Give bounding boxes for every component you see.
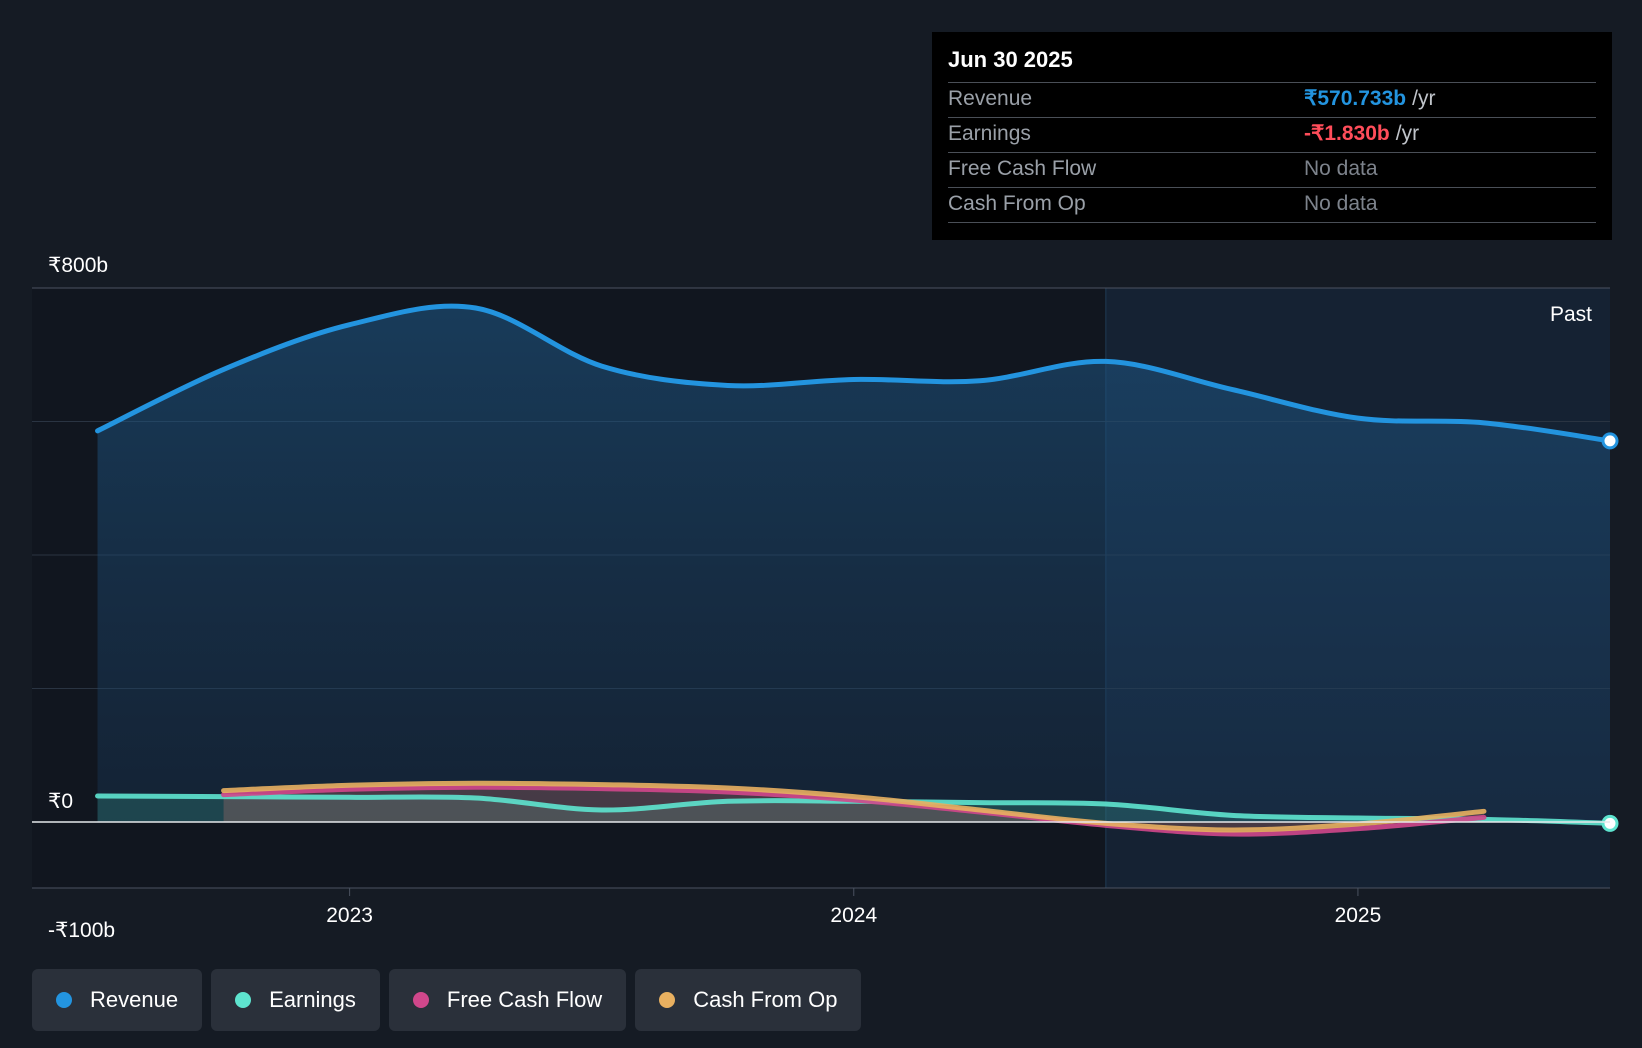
y-tick-label: ₹800b: [48, 254, 108, 277]
revenue-point: [223, 369, 224, 370]
revenue-point: [727, 385, 728, 386]
tooltip-value: No data: [1304, 192, 1378, 215]
legend-label: Earnings: [269, 987, 356, 1012]
revenue-point: [1357, 418, 1358, 419]
x-tick-label: 2024: [830, 904, 877, 927]
legend-label: Free Cash Flow: [446, 987, 603, 1012]
chart-legend: Revenue Earnings Free Cash Flow Cash Fro…: [32, 969, 862, 1031]
earnings-point: [601, 809, 602, 810]
free-cash-flow-point: [1483, 817, 1484, 818]
free-cash-flow-point: [727, 791, 728, 792]
free-cash-flow-point: [853, 799, 854, 800]
revenue-point: [853, 379, 854, 380]
cash-from-op-area: [223, 783, 1484, 831]
cash-from-op-point: [979, 809, 980, 810]
free-cash-flow-point: [349, 789, 350, 790]
cash-from-op-point: [601, 784, 602, 785]
revenue-dot-icon: [56, 992, 72, 1008]
tooltip-unit: /yr: [1412, 87, 1436, 110]
revenue-area: [97, 306, 1611, 823]
legend-item-free-cash-flow[interactable]: Free Cash Flow: [388, 969, 627, 1031]
cash-from-op-line: [221, 780, 1487, 833]
cash-from-op-point: [1105, 823, 1106, 824]
free-cash-flow-point: [601, 788, 602, 789]
legend-label: Revenue: [90, 987, 179, 1012]
revenue-point: [349, 324, 350, 325]
cash-from-op-point: [727, 787, 728, 788]
earnings-point: [1105, 803, 1106, 804]
tooltip-value: -₹1.830b: [1304, 122, 1390, 145]
revenue-point: [1483, 422, 1484, 423]
x-tick-label: 2025: [1335, 904, 1382, 927]
earnings-point: [349, 797, 350, 798]
x-tick-label: 2023: [326, 904, 373, 927]
revenue-point: [97, 430, 98, 431]
cash-from-op-point: [349, 785, 350, 786]
tooltip-row-earnings: Earnings -₹1.830b /yr: [948, 118, 1596, 153]
free-cash-flow-point: [475, 787, 476, 788]
revenue-point: [601, 366, 602, 367]
free-cash-flow-point: [223, 794, 224, 795]
cash-from-op-point: [475, 783, 476, 784]
tooltip-value: ₹570.733b: [1304, 87, 1407, 110]
cash-from-op-point: [1357, 824, 1358, 825]
tooltip-date: Jun 30 2025: [948, 46, 1596, 83]
tooltip-row-revenue: Revenue ₹570.733b /yr: [948, 83, 1596, 118]
tooltip-row-cash-from-op: Cash From Op No data: [948, 188, 1596, 223]
earnings-end-marker: [1601, 814, 1619, 832]
earnings-point: [97, 795, 98, 796]
cash-from-op-point: [853, 796, 854, 797]
earnings-point: [1357, 817, 1358, 818]
tooltip-label: Free Cash Flow: [948, 157, 1097, 180]
tooltip-value: No data: [1304, 157, 1378, 180]
earnings-point: [475, 797, 476, 798]
revenue-line: [95, 303, 1613, 444]
free-cash-flow-dot-icon: [412, 992, 429, 1008]
earnings-point: [979, 802, 980, 803]
revenue-point: [979, 380, 980, 381]
revenue-end-marker: [1601, 432, 1619, 450]
cash-from-op-dot-icon: [659, 992, 676, 1008]
y-tick-label: -₹100b: [48, 919, 115, 942]
tooltip-label: Revenue: [948, 87, 1033, 110]
legend-item-earnings[interactable]: Earnings: [211, 969, 380, 1031]
cash-from-op-point: [1483, 811, 1484, 812]
revenue-point: [1105, 361, 1106, 362]
free-cash-flow-point: [1231, 834, 1232, 835]
earnings-point: [727, 801, 728, 802]
tooltip-row-free-cash-flow: Free Cash Flow No data: [948, 153, 1596, 188]
free-cash-flow-point: [1357, 828, 1358, 829]
cash-from-op-point: [223, 790, 224, 791]
tooltip-unit: /yr: [1395, 122, 1420, 145]
earnings-point: [1231, 815, 1232, 816]
legend-item-revenue[interactable]: Revenue: [32, 969, 203, 1031]
revenue-point: [475, 308, 476, 309]
data-tooltip: Jun 30 2025 Revenue ₹570.733b /yr Earnin…: [932, 32, 1612, 240]
tooltip-label: Earnings: [948, 122, 1031, 145]
past-label: Past: [1550, 303, 1592, 326]
tooltip-label: Cash From Op: [948, 192, 1086, 215]
y-tick-label: ₹0: [48, 790, 73, 813]
revenue-point: [1231, 389, 1232, 390]
free-cash-flow-line: [221, 784, 1487, 837]
cash-from-op-point: [1231, 830, 1232, 831]
legend-label: Cash From Op: [693, 987, 838, 1012]
earnings-dot-icon: [235, 992, 252, 1008]
legend-item-cash-from-op[interactable]: Cash From Op: [635, 969, 862, 1031]
